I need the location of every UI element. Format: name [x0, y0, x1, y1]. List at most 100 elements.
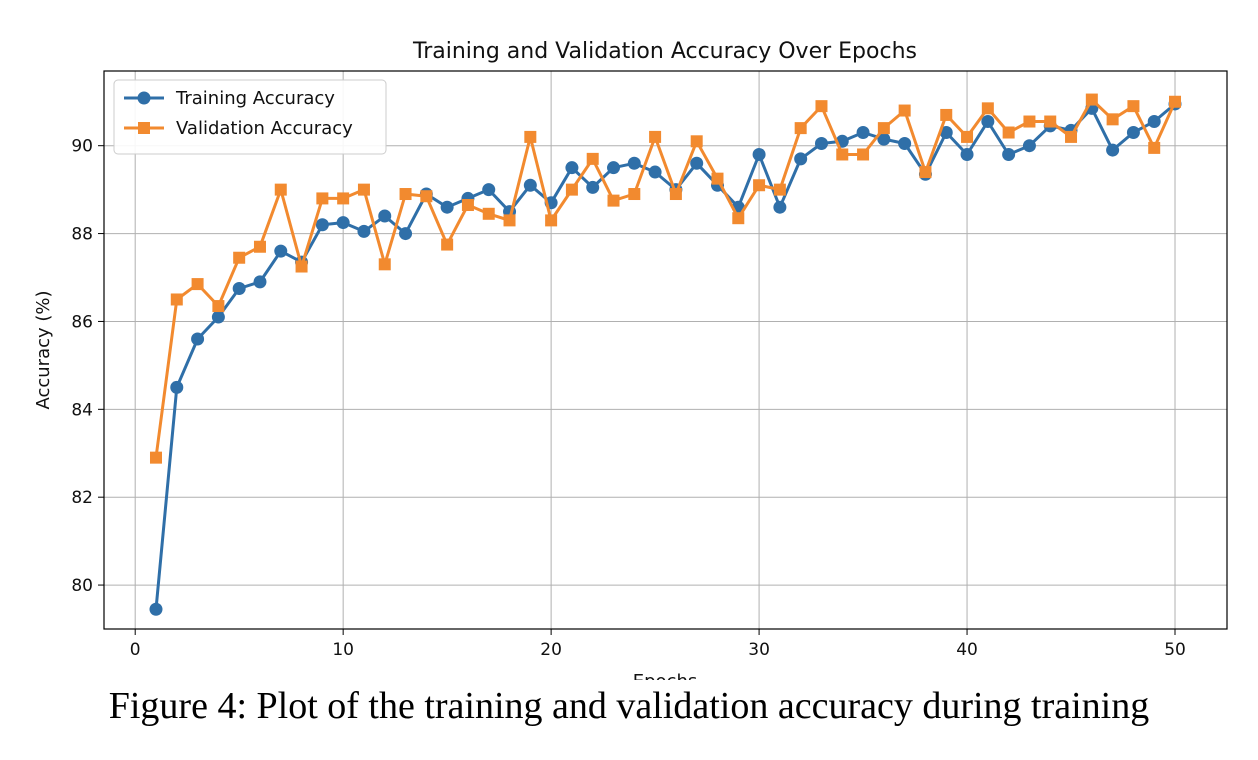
training-accuracy-point — [253, 275, 267, 289]
validation-accuracy-point — [1169, 95, 1182, 108]
validation-accuracy-point — [441, 238, 454, 251]
training-accuracy-point — [939, 126, 953, 140]
x-tick-label: 0 — [130, 640, 141, 660]
validation-accuracy-point — [503, 214, 516, 227]
validation-accuracy-point — [628, 188, 641, 201]
training-accuracy-point — [315, 218, 329, 232]
validation-accuracy-point — [545, 214, 558, 227]
training-accuracy-point — [357, 224, 371, 238]
training-accuracy-point — [690, 156, 704, 170]
training-accuracy-point — [482, 183, 496, 197]
training-accuracy-line — [154, 102, 1176, 610]
training-accuracy-point — [170, 380, 184, 394]
y-tick-label: 86 — [71, 312, 93, 332]
legend-label: Validation Accuracy — [176, 118, 353, 139]
training-accuracy-point — [960, 147, 974, 161]
validation-accuracy-point — [565, 183, 578, 196]
validation-accuracy-point — [794, 122, 807, 135]
training-accuracy-point — [232, 281, 246, 295]
validation-accuracy-point — [1002, 126, 1015, 139]
y-axis-label: Accuracy (%) — [33, 290, 54, 409]
training-accuracy-point — [1126, 126, 1140, 140]
validation-accuracy-point — [420, 190, 433, 203]
training-accuracy-point — [856, 126, 870, 140]
validation-accuracy-point — [233, 251, 246, 264]
y-tick-label: 80 — [71, 576, 93, 596]
x-tick-label: 30 — [748, 640, 770, 660]
validation-accuracy-point — [732, 212, 745, 225]
legend-box — [113, 79, 387, 155]
validation-accuracy-point — [191, 278, 204, 291]
validation-accuracy-point — [836, 148, 849, 161]
validation-accuracy-point — [961, 130, 974, 143]
training-accuracy-point — [773, 200, 787, 214]
validation-accuracy-point — [1085, 93, 1098, 106]
y-tick-label: 82 — [71, 488, 93, 508]
validation-accuracy-point — [586, 152, 599, 165]
validation-accuracy-point — [482, 207, 495, 220]
validation-accuracy-point — [711, 172, 724, 185]
chart-title: Training and Validation Accuracy Over Ep… — [412, 39, 917, 64]
training-accuracy-point — [814, 136, 828, 150]
validation-accuracy-point — [357, 183, 370, 196]
validation-accuracy-point — [649, 130, 662, 143]
validation-accuracy-point — [940, 108, 953, 121]
validation-accuracy-point — [524, 130, 537, 143]
x-tick-label: 10 — [332, 640, 354, 660]
training-accuracy-point — [648, 165, 662, 179]
training-accuracy-point — [981, 115, 995, 129]
training-accuracy-point — [1002, 147, 1016, 161]
training-accuracy-point — [1106, 143, 1120, 157]
validation-accuracy-point — [1127, 100, 1140, 113]
validation-accuracy-point — [898, 104, 911, 117]
legend-marker — [138, 122, 150, 134]
training-accuracy-point — [752, 147, 766, 161]
validation-accuracy-point — [753, 179, 766, 192]
accuracy-chart: Training and Validation Accuracy Over Ep… — [33, 39, 1228, 680]
training-accuracy-point — [565, 161, 579, 175]
training-accuracy-point — [399, 227, 413, 241]
grid-lines — [104, 71, 1227, 629]
training-accuracy-point — [211, 310, 225, 324]
training-accuracy-point — [523, 178, 537, 192]
validation-accuracy-point — [1106, 113, 1119, 126]
validation-accuracy-point — [919, 166, 932, 179]
validation-accuracy-point — [1148, 141, 1161, 154]
plot-frame — [103, 70, 1228, 630]
validation-accuracy-point — [815, 100, 828, 113]
validation-accuracy-point — [316, 192, 329, 205]
training-accuracy-point — [378, 209, 392, 223]
training-accuracy-point — [274, 244, 288, 258]
training-accuracy-point — [877, 132, 891, 146]
legend-marker — [137, 91, 151, 105]
validation-accuracy-point — [857, 148, 870, 161]
legend-label: Training Accuracy — [175, 88, 335, 109]
x-axis-label: Epochs — [633, 671, 698, 680]
validation-accuracy-point — [274, 183, 287, 196]
y-tick-label: 90 — [71, 137, 93, 157]
training-accuracy-point — [898, 136, 912, 150]
training-accuracy-point — [1022, 139, 1036, 153]
figure-caption: Figure 4: Plot of the training and valid… — [108, 685, 1150, 727]
training-accuracy-point — [191, 332, 205, 346]
validation-accuracy-point — [295, 260, 308, 273]
x-tick-label: 40 — [956, 640, 978, 660]
validation-accuracy-point — [253, 240, 266, 253]
validation-accuracy-point — [170, 293, 183, 306]
legend: Training Accuracy Validation Accuracy — [113, 79, 387, 155]
validation-accuracy-point — [1044, 115, 1057, 128]
tick-layer: 0 10 20 30 40 50 80 82 84 86 88 90 — [71, 137, 1185, 660]
training-accuracy-point — [440, 200, 454, 214]
validation-accuracy-point — [461, 199, 474, 212]
training-accuracy-point — [586, 180, 600, 194]
validation-accuracy-point — [1023, 115, 1036, 128]
validation-accuracy-point — [337, 192, 350, 205]
training-accuracy-point — [607, 161, 621, 175]
training-accuracy-point — [336, 216, 350, 230]
y-tick-label: 88 — [71, 225, 93, 245]
validation-accuracy-point — [399, 188, 412, 201]
training-accuracy-point — [149, 602, 163, 616]
x-tick-label: 50 — [1164, 640, 1186, 660]
series-layer — [149, 93, 1182, 616]
validation-accuracy-point — [669, 188, 682, 201]
